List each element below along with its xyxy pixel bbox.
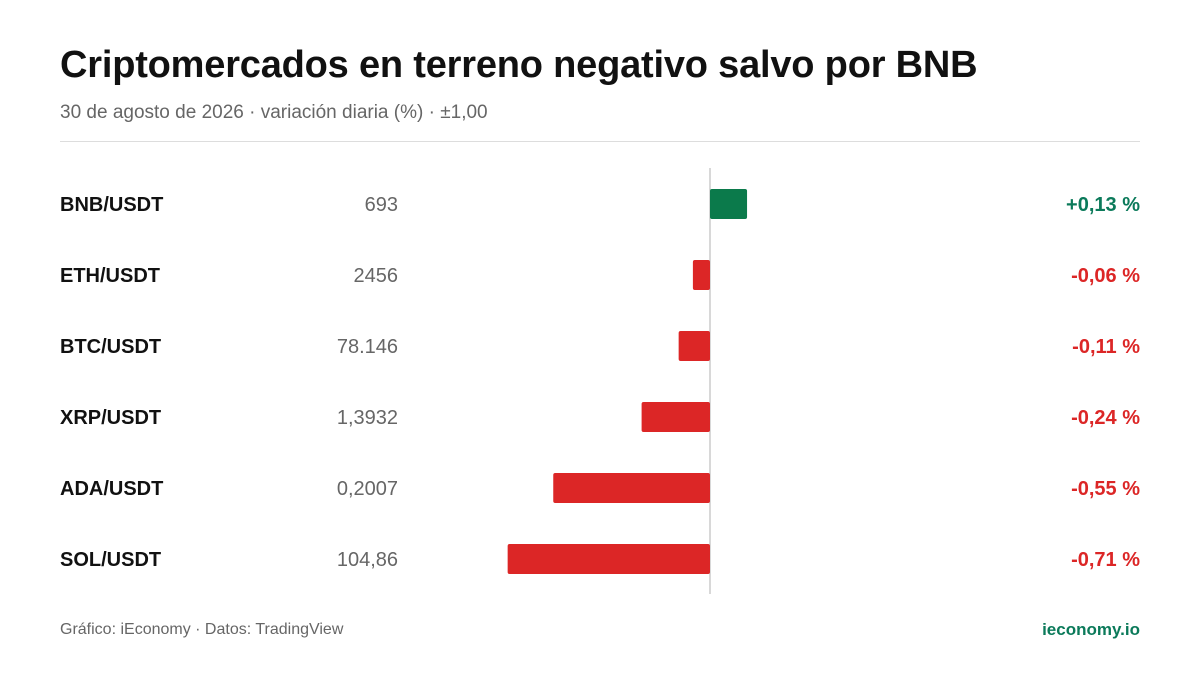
price-label: 693 — [365, 194, 398, 216]
bar — [710, 189, 748, 219]
change-label: -0,24 % — [1071, 407, 1140, 429]
pair-label: ETH/USDT — [60, 265, 160, 287]
price-label: 104,86 — [337, 549, 398, 571]
change-label: +0,13 % — [1066, 194, 1140, 216]
bar — [692, 260, 710, 290]
price-label: 2456 — [354, 265, 399, 287]
header-divider — [60, 141, 1140, 142]
pair-label: XRP/USDT — [60, 407, 161, 429]
price-label: 1,3932 — [337, 407, 398, 429]
chart-title: Criptomercados en terreno negativo salvo… — [60, 44, 978, 86]
change-label: -0,11 % — [1072, 336, 1140, 358]
bar — [507, 544, 710, 574]
bar — [641, 402, 710, 432]
pair-label: SOL/USDT — [60, 549, 161, 571]
change-label: -0,71 % — [1071, 549, 1140, 571]
footer-credit: Gráfico: iEconomy · Datos: TradingView — [60, 621, 344, 638]
bar — [678, 331, 710, 361]
pair-label: ADA/USDT — [60, 478, 163, 500]
bar — [553, 473, 710, 503]
footer-brand[interactable]: ieconomy.io — [1042, 620, 1140, 639]
bar-chart: BNB/USDT 693 +0,13 % ETH/USDT 2456 -0,06 % BTC… — [60, 168, 1140, 594]
price-label: 78.146 — [337, 336, 398, 358]
pair-label: BTC/USDT — [60, 336, 161, 358]
change-label: -0,06 % — [1071, 265, 1140, 287]
pair-label: BNB/USDT — [60, 194, 163, 216]
chart-subtitle: 30 de agosto de 2026 · variación diaria … — [60, 102, 488, 123]
change-label: -0,55 % — [1071, 478, 1140, 500]
price-label: 0,2007 — [337, 478, 398, 500]
